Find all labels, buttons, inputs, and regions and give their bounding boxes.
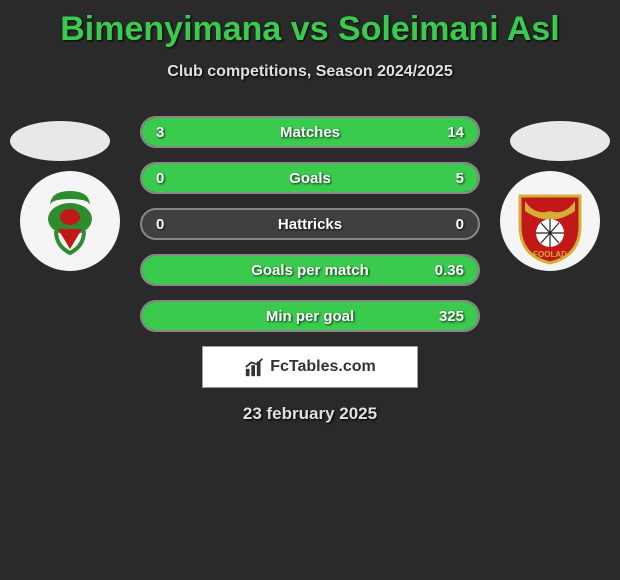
bar-chart-icon xyxy=(244,356,266,378)
stat-label: Min per goal xyxy=(266,308,354,325)
stat-fill-right xyxy=(202,118,478,146)
foolad-logo-icon: FOOLAD xyxy=(500,171,600,271)
brand-box[interactable]: FcTables.com xyxy=(202,346,418,388)
stat-value-right: 14 xyxy=(447,124,464,141)
stat-label: Goals per match xyxy=(251,262,369,279)
stat-label: Matches xyxy=(280,124,340,141)
stat-value-right: 5 xyxy=(456,170,464,187)
stat-value-left: 0 xyxy=(156,170,164,187)
player-avatar-left xyxy=(10,121,110,161)
zobahan-logo-icon xyxy=(20,171,120,271)
team-badge-left xyxy=(20,171,120,271)
brand-text: FcTables.com xyxy=(270,358,376,376)
stat-row: Min per goal 325 xyxy=(140,300,480,332)
stat-value-right: 0 xyxy=(456,216,464,233)
stat-value-right: 0.36 xyxy=(435,262,464,279)
stat-row: 3 Matches 14 xyxy=(140,116,480,148)
stats-container: 3 Matches 14 0 Goals 5 0 Hattricks 0 Goals per ma… xyxy=(140,116,480,332)
svg-text:FOOLAD: FOOLAD xyxy=(533,250,567,259)
stat-value-right: 325 xyxy=(439,308,464,325)
stat-label: Hattricks xyxy=(278,216,342,233)
stat-row: 0 Hattricks 0 xyxy=(140,208,480,240)
stat-fill-left xyxy=(142,118,202,146)
stat-row: 0 Goals 5 xyxy=(140,162,480,194)
comparison-subtitle: Club competitions, Season 2024/2025 xyxy=(0,63,620,81)
comparison-date: 23 february 2025 xyxy=(0,404,620,424)
team-badge-right: FOOLAD xyxy=(500,171,600,271)
stat-value-left: 0 xyxy=(156,216,164,233)
comparison-title: Bimenyimana vs Soleimani Asl xyxy=(0,10,620,49)
stat-row: Goals per match 0.36 xyxy=(140,254,480,286)
player-avatar-right xyxy=(510,121,610,161)
stat-value-left: 3 xyxy=(156,124,164,141)
stat-label: Goals xyxy=(289,170,331,187)
comparison-body: FOOLAD 3 Matches 14 0 Goals 5 0 Hattricks 0 Goals… xyxy=(0,116,620,424)
